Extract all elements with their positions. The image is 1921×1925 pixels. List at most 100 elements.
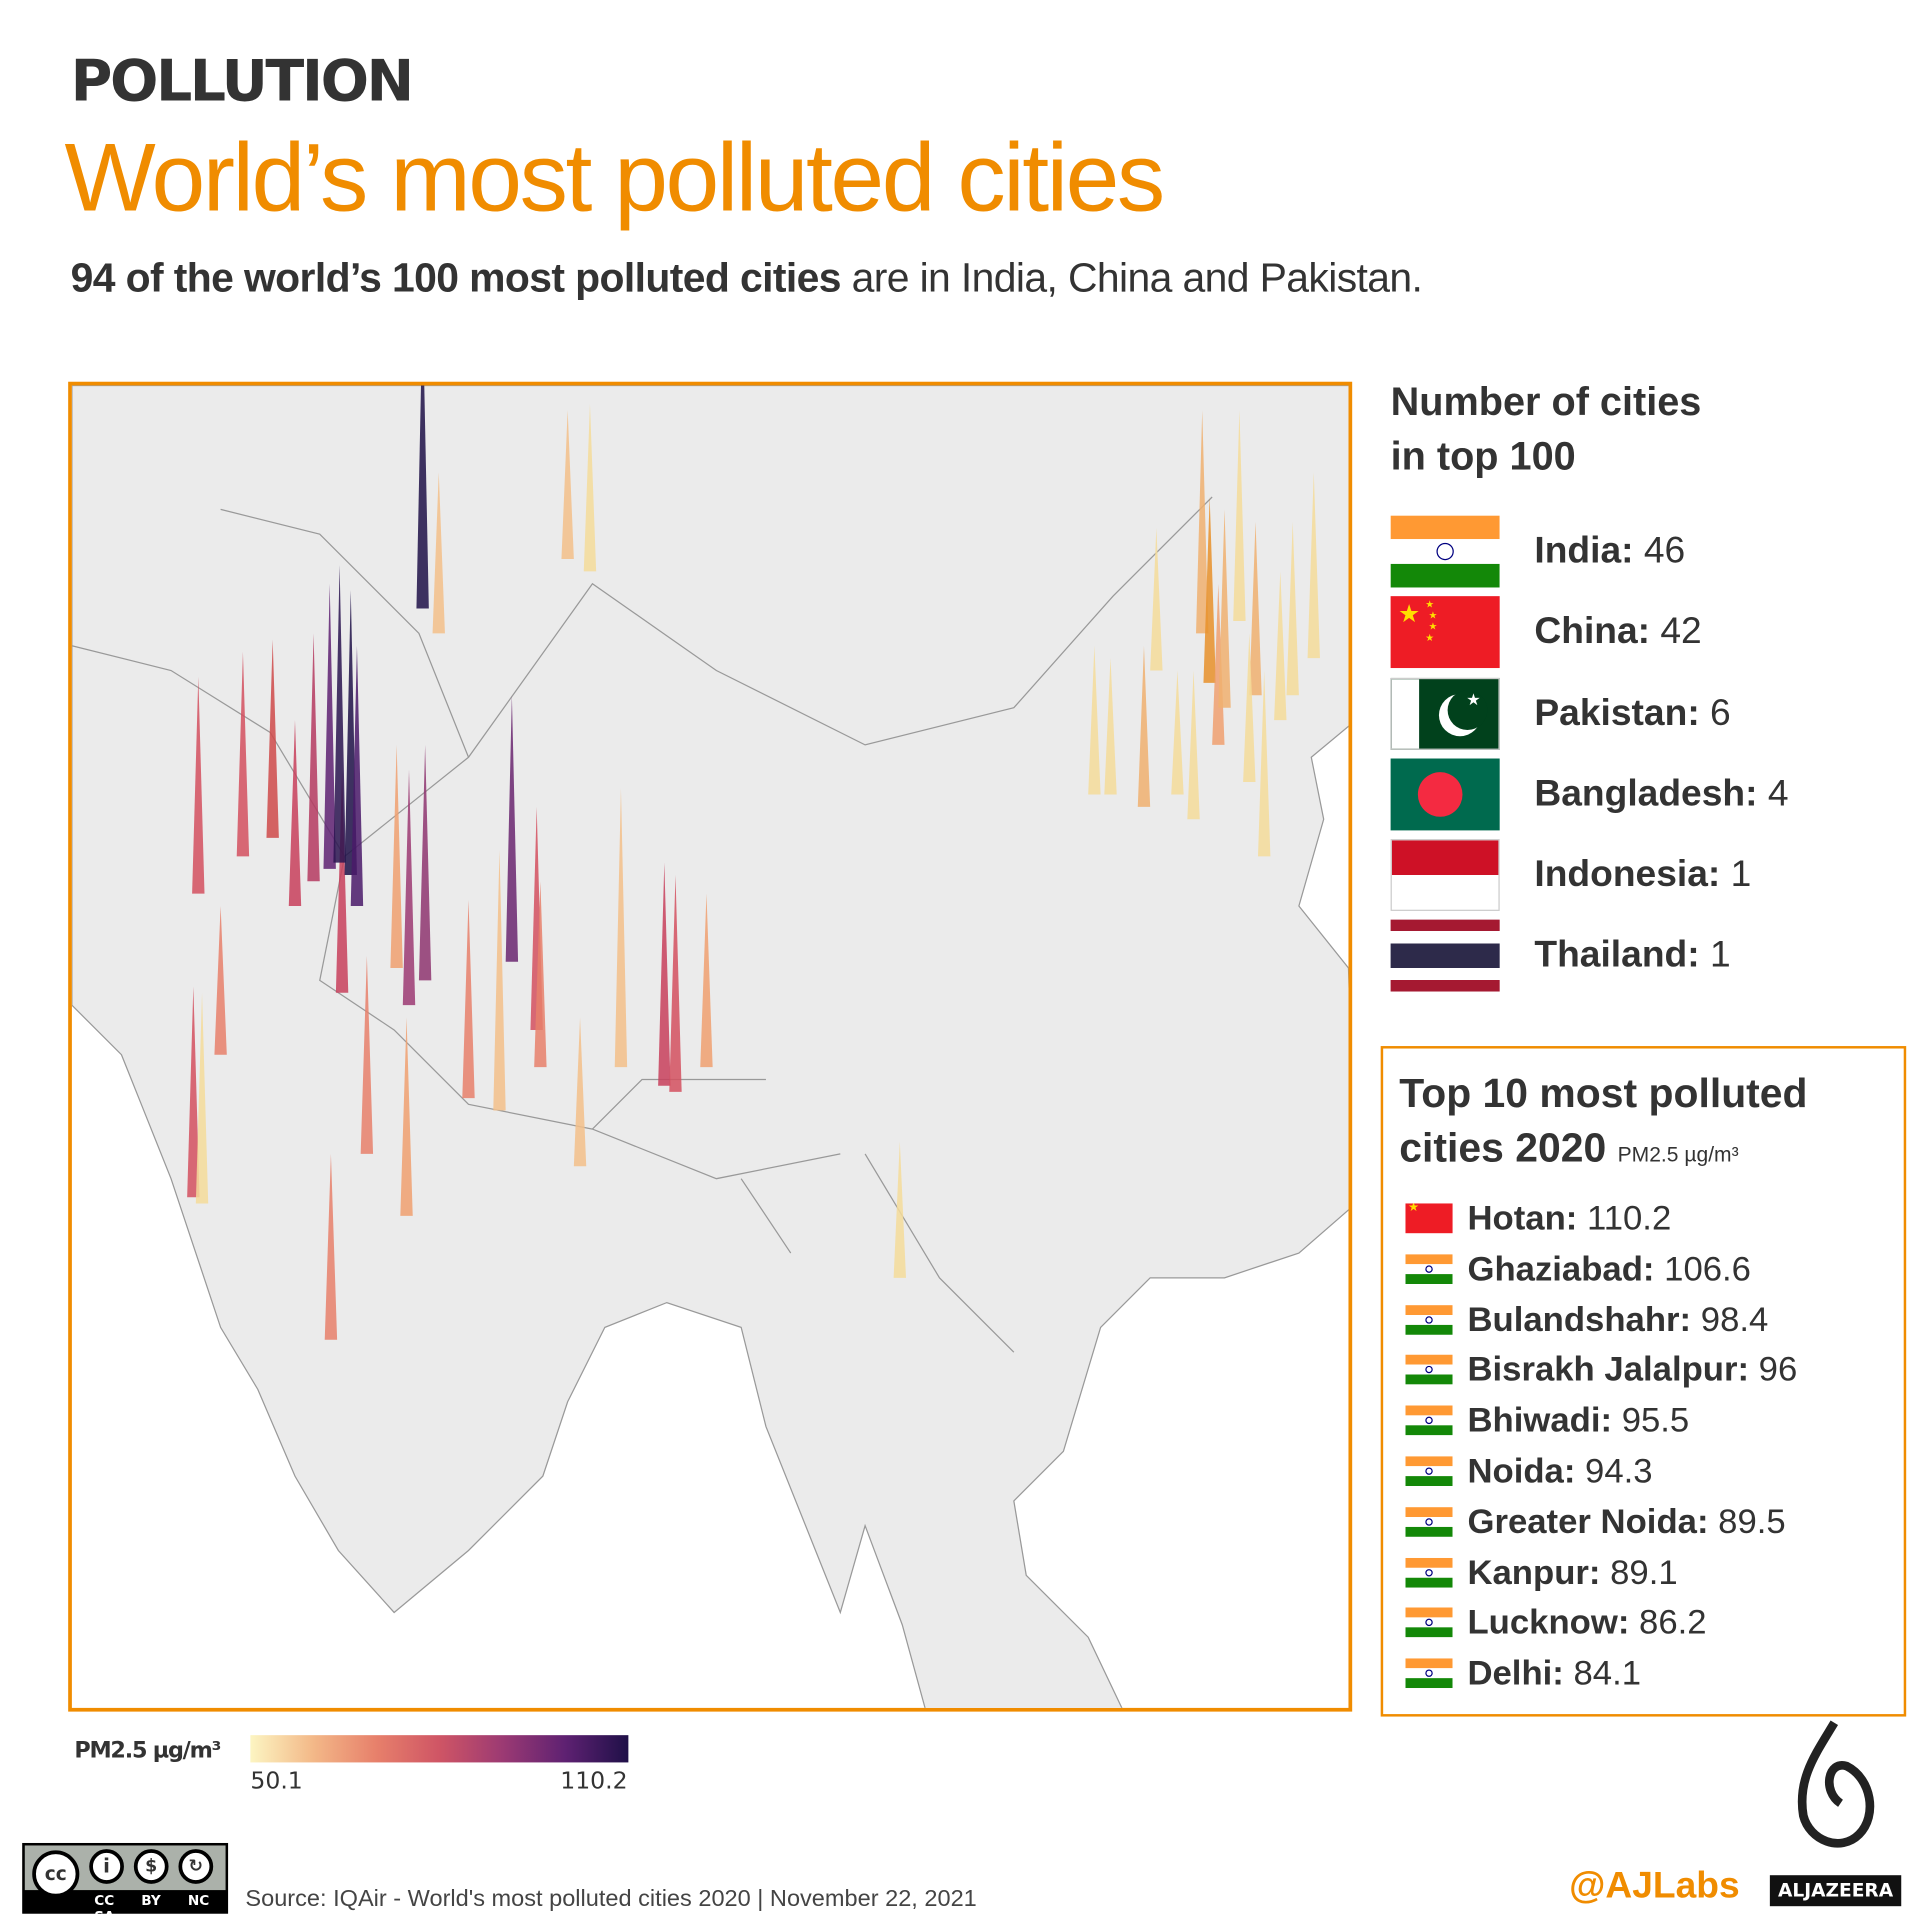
city-pollution-spike: [1150, 527, 1163, 671]
india-flag: [1405, 1557, 1453, 1588]
top10-row: Lucknow: 86.2: [1405, 1603, 1707, 1642]
top10-row: ★ Hotan: 110.2: [1405, 1198, 1672, 1237]
city-pollution-spike: [214, 906, 227, 1055]
city-pollution-spike: [1243, 633, 1256, 783]
city-name: Bisrakh Jalalpur:: [1467, 1350, 1750, 1389]
city-pollution-spike: [1088, 645, 1101, 795]
city-pollution-spike: [700, 893, 713, 1068]
city-pollution-spike: [418, 744, 432, 981]
source-note: Source: IQAir - World's most polluted ci…: [245, 1886, 977, 1913]
top10-title-line1: Top 10 most polluted: [1399, 1069, 1808, 1116]
country-name: Thailand:: [1534, 934, 1700, 976]
india-flag: [1405, 1405, 1453, 1436]
bangladesh-flag: [1390, 758, 1500, 831]
city-value: 86.2: [1629, 1603, 1707, 1642]
city-pollution-spike: [324, 1153, 338, 1340]
counts-title: Number of cities in top 100: [1391, 374, 1702, 483]
city-value: 84.1: [1563, 1653, 1642, 1693]
city-name: Bhiwadi:: [1467, 1400, 1613, 1440]
country-count: 4: [1757, 773, 1789, 815]
country-name: Indonesia:: [1534, 853, 1721, 895]
city-pollution-spike: [360, 955, 374, 1154]
city-pollution-spike: [1274, 571, 1287, 721]
city-pollution-spike: [561, 410, 574, 559]
city-pollution-spike: [1257, 670, 1271, 857]
city-pollution-spike: [1218, 509, 1231, 708]
top10-row: Bisrakh Jalalpur: 96: [1405, 1350, 1797, 1389]
city-name: Lucknow:: [1467, 1603, 1630, 1642]
top10-title-line2: cities 2020: [1399, 1124, 1607, 1170]
city-pollution-spike: [432, 472, 445, 634]
country-count: 42: [1650, 611, 1702, 652]
city-pollution-spike: [669, 875, 682, 1092]
city-pollution-spike: [1203, 496, 1216, 683]
aljazeera-wordmark: ALJAZEERA: [1769, 1875, 1902, 1907]
country-count: 6: [1699, 692, 1731, 734]
city-pollution-spike: [493, 850, 506, 1111]
legend-color-scale: [250, 1735, 629, 1763]
pollution-map: [68, 381, 1353, 1712]
count-row-china: ★ ★ ★ ★ ★ China: 42: [1390, 596, 1702, 669]
india-flag: [1405, 1456, 1453, 1487]
city-pollution-spike: [1249, 521, 1262, 696]
city-pollution-spike: [192, 676, 205, 894]
city-pollution-spike: [187, 986, 200, 1198]
india-flag: [1405, 1506, 1453, 1537]
aljazeera-logo-icon: [1797, 1720, 1875, 1848]
city-pollution-spike: [266, 639, 279, 838]
count-row-indonesia: Indonesia: 1: [1390, 839, 1752, 911]
country-name: Pakistan:: [1534, 692, 1700, 734]
city-pollution-spike: [1104, 658, 1117, 795]
city-pollution-spike: [1171, 670, 1184, 795]
city-value: 98.4: [1691, 1299, 1769, 1339]
city-pollution-spike: [350, 645, 364, 907]
city-name: Ghaziabad:: [1467, 1249, 1655, 1288]
country-name: India:: [1534, 530, 1634, 572]
city-name: Kanpur:: [1467, 1552, 1601, 1591]
city-pollution-spike: [288, 720, 302, 907]
country-count: 1: [1720, 853, 1752, 895]
india-flag: [1405, 1658, 1453, 1689]
city-value: 89.5: [1708, 1501, 1786, 1541]
top10-row: Kanpur: 89.1: [1405, 1552, 1678, 1591]
city-name: Hotan:: [1467, 1198, 1578, 1237]
city-pollution-spike: [1196, 410, 1209, 634]
subtitle: 94 of the world’s 100 most polluted citi…: [71, 254, 1423, 301]
subtitle-bold: 94 of the world’s 100 most polluted citi…: [70, 254, 842, 300]
india-flag: [1405, 1355, 1453, 1385]
land-mass: [71, 385, 1349, 1708]
top10-row: Noida: 94.3: [1405, 1451, 1653, 1490]
china-flag: ★ ★ ★ ★ ★: [1390, 596, 1500, 669]
city-pollution-spike: [1286, 521, 1299, 696]
license-text: CC BY NC SA: [94, 1892, 210, 1925]
count-row-thailand: Thailand: 1: [1390, 919, 1731, 992]
pakistan-flag: ★: [1390, 677, 1500, 750]
city-pollution-spike: [658, 862, 671, 1086]
indonesia-flag: [1390, 839, 1500, 911]
india-flag: [1390, 515, 1500, 588]
sa-icon: ↻: [178, 1849, 214, 1884]
top10-row: Bhiwadi: 95.5: [1405, 1400, 1690, 1440]
top10-row: Bulandshahr: 98.4: [1405, 1299, 1769, 1339]
city-pollution-spike: [236, 651, 250, 857]
city-pollution-spike: [323, 583, 336, 869]
counts-title-line1: Number of cities: [1390, 379, 1702, 424]
city-value: 110.2: [1577, 1198, 1672, 1237]
city-pollution-spike: [400, 1017, 413, 1216]
city-pollution-spike: [335, 769, 349, 993]
city-value: 94.3: [1575, 1451, 1653, 1490]
nc-icon: $: [133, 1849, 169, 1884]
city-value: 95.5: [1612, 1400, 1690, 1440]
city-pollution-spike: [416, 385, 429, 609]
counts-title-line2: in top 100: [1390, 433, 1576, 479]
top10-unit: PM2.5 µg/m³: [1617, 1142, 1739, 1167]
subtitle-rest: are in India, China and Pakistan.: [840, 254, 1423, 300]
city-pollution-spike: [1307, 472, 1320, 659]
city-pollution-spike: [1137, 645, 1151, 807]
top10-row: Greater Noida: 89.5: [1405, 1501, 1786, 1541]
city-pollution-spike: [614, 788, 628, 1068]
city-pollution-spike: [534, 881, 547, 1068]
country-count: 1: [1699, 934, 1731, 976]
top10-panel: Top 10 most polluted cities 2020 PM2.5 µg…: [1380, 1046, 1907, 1717]
kicker: POLLUTION: [70, 47, 415, 115]
